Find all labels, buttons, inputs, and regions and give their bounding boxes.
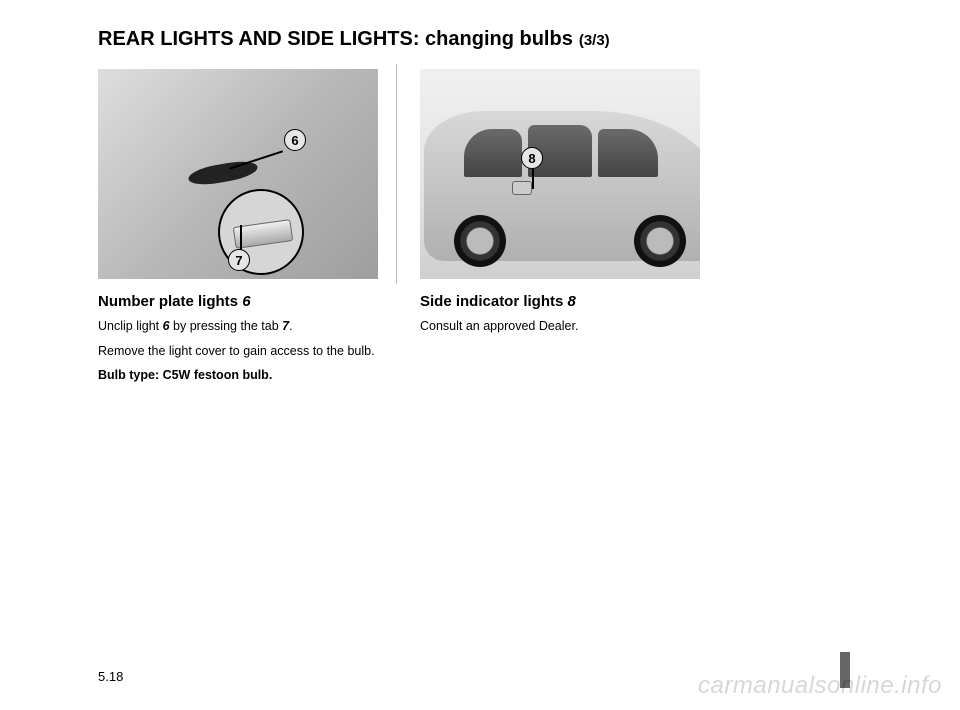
mirror-shape [512, 181, 532, 195]
bulb-type-line: Bulb type: C5W festoon bulb. [98, 368, 378, 382]
page-container: REAR LIGHTS AND SIDE LIGHTS: changing bu… [0, 0, 960, 382]
text-fragment: . [289, 319, 292, 333]
content-columns: 6 7 39359 Number plate lights 6 Unclip l… [98, 69, 900, 382]
section-heading-side-indicator: Side indicator lights 8 [420, 293, 700, 310]
page-title-row: REAR LIGHTS AND SIDE LIGHTS: changing bu… [98, 28, 900, 51]
paragraph: Remove the light cover to gain access to… [98, 343, 378, 360]
plate-light-shape [233, 219, 293, 249]
text-fragment: Unclip light [98, 319, 163, 333]
paragraph: Consult an approved Dealer. [420, 318, 700, 335]
watermark-text: carmanualsonline.info [698, 672, 942, 700]
page-title: REAR LIGHTS AND SIDE LIGHTS: changing bu… [98, 28, 573, 51]
heading-text: Number plate lights [98, 293, 242, 310]
heading-text: Side indicator lights [420, 293, 568, 310]
heading-ref: 8 [568, 293, 576, 310]
car-shape [424, 111, 700, 261]
figure-number-plate: 6 7 39359 [98, 69, 378, 279]
callout-7: 7 [228, 249, 250, 271]
window-shape [464, 129, 522, 177]
figure-side-indicator: 8 39360 [420, 69, 700, 279]
wheel-shape [454, 215, 506, 267]
page-title-count: (3/3) [579, 32, 610, 49]
text-fragment: by pressing the tab [170, 319, 283, 333]
page-number: 5.18 [98, 669, 123, 684]
section-heading-number-plate: Number plate lights 6 [98, 293, 378, 310]
window-shape [598, 129, 658, 177]
column-right: 8 39360 Side indicator lights 8 Consult … [420, 69, 700, 382]
wheel-shape [634, 215, 686, 267]
heading-ref: 6 [242, 293, 250, 310]
column-divider [396, 64, 397, 284]
paragraph: Unclip light 6 by pressing the tab 7. [98, 318, 378, 335]
ref-number: 6 [163, 319, 170, 333]
column-left: 6 7 39359 Number plate lights 6 Unclip l… [98, 69, 378, 382]
callout-6: 6 [284, 129, 306, 151]
leader-line [532, 169, 534, 189]
callout-8: 8 [521, 147, 543, 169]
